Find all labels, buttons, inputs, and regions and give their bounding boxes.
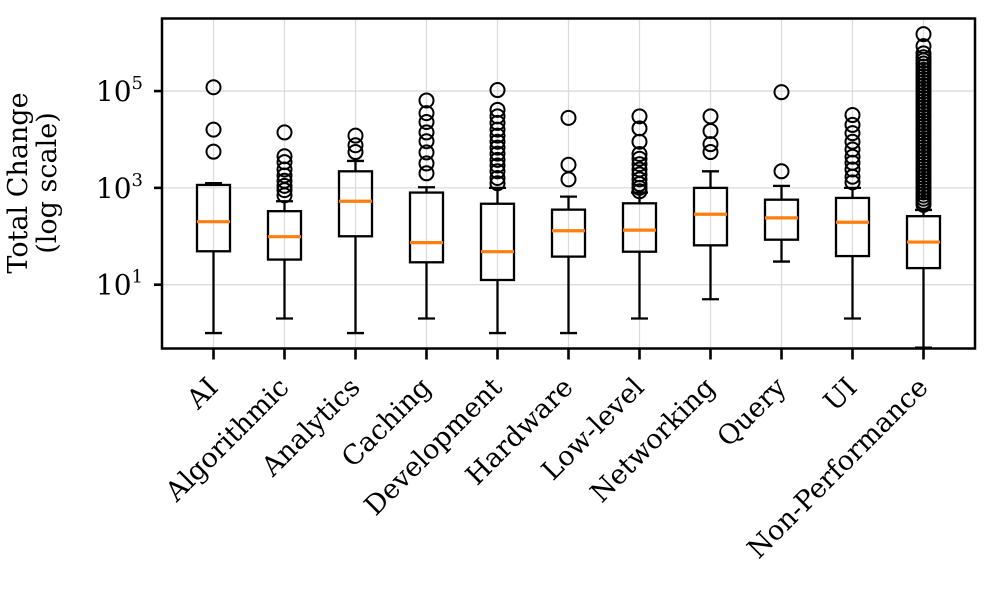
outlier-point-development [489,163,506,180]
x-tick-label-query: Query [711,372,793,454]
outlier-point-query [773,84,790,101]
outlier-point-low-level [631,146,648,163]
outlier-point-hardware [560,109,577,126]
outlier-point-caching [418,165,435,182]
outlier-point-low-level [631,108,648,125]
outlier-point-development [489,133,506,150]
outlier-point-algorithmic [276,161,293,178]
outlier-point-ui [844,133,861,150]
outlier-point-query [773,163,790,180]
outlier-point-ui [844,168,861,185]
outlier-point-caching [418,133,435,150]
outlier-point-development [489,82,506,99]
box-ui [834,196,871,258]
outlier-point-algorithmic [276,124,293,141]
outlier-point-algorithmic [276,177,293,194]
outlier-point-development [489,175,506,192]
outlier-point-development [489,157,506,174]
outlier-point-caching [418,105,435,122]
outlier-point-analytics [347,127,364,144]
outlier-point-ui [844,125,861,142]
y-tick-label: 103 [96,170,143,205]
outlier-point-ui [844,174,861,191]
outlier-point-non-performance [915,196,932,213]
outlier-point-ui [844,116,861,133]
outlier-point-caching [418,92,435,109]
outlier-point-development [489,151,506,168]
outlier-point-low-level [631,183,648,200]
outlier-point-development [489,139,506,156]
outlier-point-algorithmic [276,182,293,199]
outlier-point-low-level [631,150,648,167]
y-tick-label: 101 [96,267,143,302]
box-hardware [550,208,587,258]
outlier-point-ui [844,161,861,178]
outlier-point-caching [418,155,435,172]
outlier-point-analytics [347,144,364,161]
outlier-point-development [489,169,506,186]
box-query [763,198,800,241]
outlier-point-non-performance [915,26,932,43]
x-tick-label-ui: UI [818,372,864,418]
box-low-level [621,202,658,253]
outlier-point-ai [205,79,222,96]
outlier-point-ui [844,148,861,165]
outlier-point-hardware [560,171,577,188]
outlier-point-caching [418,144,435,161]
x-tick-label-ai: AI [180,372,224,416]
outlier-point-development [489,145,506,162]
outlier-point-low-level [631,171,648,188]
y-axis-label: Total Change(log scale) [3,92,63,273]
outlier-point-low-level [631,133,648,150]
outlier-point-ai [205,143,222,160]
outlier-point-networking [702,144,719,161]
box-ai [195,183,232,253]
outlier-point-ui [844,107,861,124]
outlier-point-development [489,121,506,138]
y-tick-label: 105 [96,73,143,108]
outlier-point-ai [205,121,222,138]
x-tick-label-networking: Networking [585,372,722,509]
outlier-point-analytics [347,137,364,154]
outlier-point-caching [418,124,435,141]
box-development [479,202,516,282]
outlier-point-networking [702,136,719,153]
outlier-point-low-level [631,156,648,173]
box-networking [692,186,729,247]
outlier-point-development [489,127,506,144]
outlier-point-algorithmic [276,187,293,204]
box-caching [408,191,445,264]
outlier-point-development [489,114,506,131]
outlier-point-caching [418,113,435,130]
box-analytics [337,170,374,238]
